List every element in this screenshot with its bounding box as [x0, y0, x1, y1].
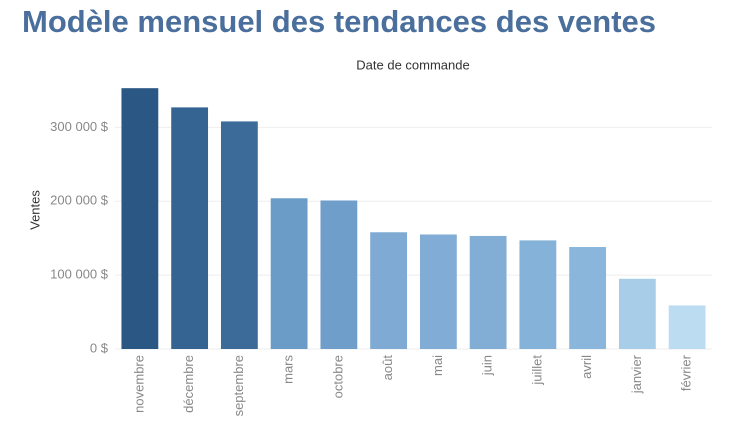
- x-tick-label: juin: [480, 355, 495, 376]
- bar: [519, 240, 557, 349]
- bar: [569, 247, 607, 349]
- y-tick-label: 300 000 $: [50, 119, 109, 134]
- bar: [220, 121, 258, 349]
- x-tick-label: octobre: [330, 355, 345, 398]
- x-tick-label: août: [380, 355, 395, 381]
- x-tick-label: novembre: [131, 355, 146, 413]
- y-axis-title: Ventes: [27, 190, 42, 230]
- x-tick-label: janvier: [629, 354, 644, 394]
- chart-title: Modèle mensuel des tendances des ventes: [22, 4, 656, 39]
- bar: [270, 198, 308, 349]
- x-tick-label: mars: [281, 355, 296, 384]
- x-tick-label: juillet: [529, 355, 544, 386]
- bar: [121, 88, 159, 349]
- x-tick-label: avril: [579, 355, 594, 379]
- bar: [171, 107, 209, 349]
- bar: [618, 278, 656, 349]
- y-tick-label: 200 000 $: [50, 193, 109, 208]
- x-tick-label: décembre: [181, 355, 196, 413]
- bar: [469, 235, 507, 349]
- x-tick-label: mai: [430, 355, 445, 376]
- y-tick-label: 0 $: [90, 340, 109, 355]
- x-tick-label: février: [679, 354, 694, 391]
- x-axis-title: Date de commande: [356, 57, 469, 72]
- bar: [320, 200, 358, 349]
- y-tick-label: 100 000 $: [50, 267, 109, 282]
- bar: [370, 232, 408, 349]
- x-tick-label: septembre: [231, 355, 246, 416]
- bar: [668, 305, 706, 349]
- bar: [419, 234, 457, 349]
